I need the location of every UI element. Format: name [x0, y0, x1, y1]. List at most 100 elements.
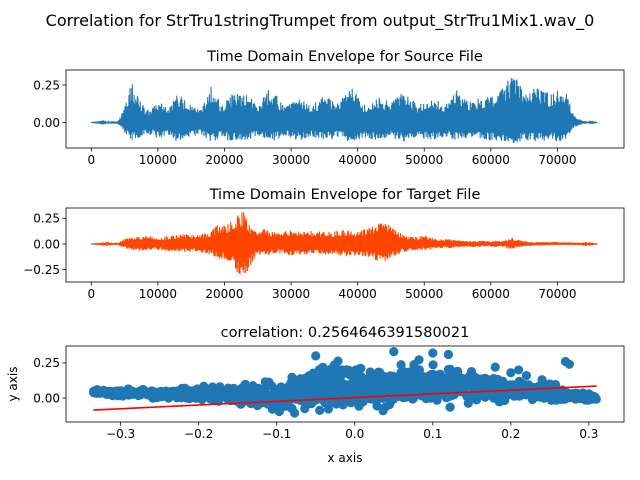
scatter-outlier-point — [428, 348, 438, 358]
scatter-point — [325, 398, 335, 408]
correlation-scatter-panel: correlation: 0.2564646391580021 −0.3 −0.2… — [6, 325, 625, 465]
scatter-x-tick-label: 0.3 — [579, 427, 598, 441]
source-x-tick-label: 40000 — [339, 153, 377, 167]
scatter-point — [460, 374, 470, 384]
target-axes-frame — [65, 207, 625, 283]
scatter-point — [221, 391, 231, 401]
scatter-point — [223, 383, 233, 393]
scatter-x-tick-label: 0.2 — [501, 427, 520, 441]
source-envelope-panel: Time Domain Envelope for Source File 0 10… — [33, 49, 625, 167]
source-x-axis: 0 10000 20000 30000 40000 50000 60000 70000 — [87, 148, 577, 167]
target-x-tick-label: 60000 — [472, 287, 510, 301]
target-data-marks — [91, 212, 598, 275]
scatter-point — [494, 397, 504, 407]
scatter-point — [557, 392, 567, 402]
scatter-point — [445, 402, 455, 412]
scatter-point — [488, 376, 498, 387]
scatter-point — [307, 389, 317, 399]
scatter-point — [471, 395, 482, 405]
scatter-point — [276, 382, 286, 392]
scatter-outlier-point — [443, 349, 454, 360]
scatter-outlier-point — [92, 385, 102, 395]
scatter-point — [414, 355, 424, 365]
scatter-point — [485, 390, 496, 400]
scatter-point — [513, 390, 523, 400]
scatter-point — [426, 370, 436, 380]
scatter-point — [445, 364, 455, 374]
scatter-point — [315, 405, 325, 415]
target-y-axis: −0.25 0.00 0.25 — [23, 212, 66, 277]
target-x-tick-label: 50000 — [405, 287, 443, 301]
scatter-point — [232, 393, 242, 403]
regression-line — [93, 385, 597, 411]
scatter-point — [401, 369, 411, 379]
source-x-tick-label: 0 — [87, 153, 95, 167]
scatter-point — [322, 380, 332, 390]
scatter-y-axis-label: y axis — [6, 367, 20, 402]
source-data-marks — [91, 78, 598, 143]
target-x-tick-label: 40000 — [339, 287, 377, 301]
scatter-outlier-point — [123, 384, 134, 394]
scatter-point — [462, 392, 472, 402]
scatter-point — [384, 400, 395, 410]
scatter-outlier-point — [514, 365, 524, 375]
scatter-x-axis-label: x axis — [328, 451, 363, 465]
scatter-outlier-point — [545, 379, 555, 389]
scatter-point — [342, 368, 352, 378]
figure-suptitle: Correlation for StrTru1stringTrumpet fro… — [46, 11, 595, 31]
scatter-x-tick-label: 0.0 — [345, 427, 364, 441]
scatter-y-tick-label: 0.00 — [33, 391, 60, 405]
target-y-tick-label: 0.00 — [33, 237, 60, 251]
scatter-point — [338, 400, 348, 410]
scatter-point — [248, 389, 258, 399]
scatter-data-marks — [89, 347, 601, 418]
target-envelope-panel: Time Domain Envelope for Target File 0 10… — [23, 187, 625, 301]
scatter-point — [192, 384, 202, 394]
target-plot-area — [65, 207, 625, 283]
scatter-outlier-point — [564, 359, 574, 369]
target-y-tick-label: 0.25 — [33, 212, 60, 226]
source-x-tick-label: 10000 — [139, 153, 177, 167]
scatter-point — [331, 367, 341, 377]
scatter-outlier-point — [490, 362, 500, 372]
source-envelope-core — [91, 96, 598, 135]
scatter-point — [211, 392, 221, 402]
scatter-outlier-point — [506, 368, 516, 378]
source-x-tick-label: 30000 — [272, 153, 310, 167]
scatter-point — [333, 356, 343, 366]
scatter-point — [266, 398, 276, 408]
scatter-point — [239, 392, 249, 402]
target-envelope-core — [91, 225, 598, 264]
scatter-point — [315, 378, 325, 388]
source-y-tick-label: 0.25 — [33, 78, 60, 92]
scatter-point — [577, 391, 587, 401]
scatter-outlier-point — [584, 389, 594, 399]
scatter-outlier-point — [537, 375, 547, 385]
scatter-point — [427, 378, 437, 388]
scatter-x-tick-label: −0.3 — [106, 427, 135, 441]
scatter-point — [290, 408, 300, 418]
scatter-point — [266, 381, 277, 391]
scatter-point — [289, 386, 299, 396]
scatter-point — [156, 389, 166, 399]
scatter-point — [252, 399, 262, 409]
scatter-outlier-point — [389, 347, 399, 357]
scatter-x-tick-label: −0.2 — [184, 427, 213, 441]
scatter-point — [269, 391, 279, 401]
scatter-point — [355, 375, 366, 385]
scatter-outlier-point — [311, 351, 321, 361]
scatter-point — [108, 387, 118, 397]
scatter-panel-title: correlation: 0.2564646391580021 — [221, 325, 470, 341]
scatter-point — [363, 381, 373, 391]
source-x-tick-label: 50000 — [405, 153, 443, 167]
scatter-point — [283, 398, 293, 408]
scatter-point — [374, 376, 384, 386]
target-x-tick-label: 30000 — [272, 287, 310, 301]
scatter-point — [296, 390, 307, 400]
source-panel-title: Time Domain Envelope for Source File — [206, 49, 483, 65]
scatter-point — [335, 374, 345, 384]
source-x-tick-label: 20000 — [205, 153, 243, 167]
scatter-point — [478, 380, 488, 390]
target-x-tick-label: 0 — [87, 287, 95, 301]
